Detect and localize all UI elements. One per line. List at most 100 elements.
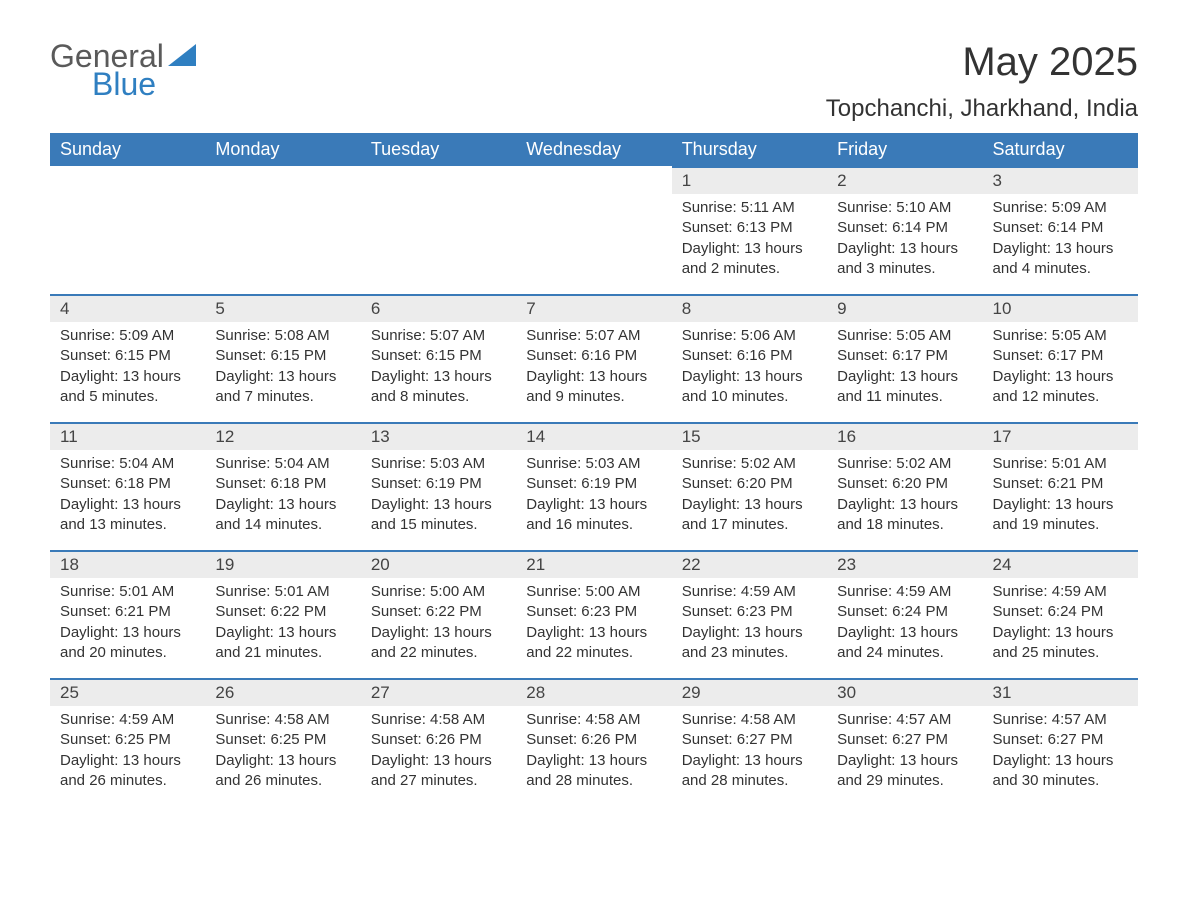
sunset-line: Sunset: 6:24 PM [837, 602, 972, 622]
day-details: Sunrise: 5:05 AMSunset: 6:17 PMDaylight:… [827, 322, 982, 415]
sunset-line: Sunset: 6:25 PM [215, 730, 350, 750]
daylight-line: Daylight: 13 hours and 19 minutes. [993, 495, 1128, 536]
sunset-line: Sunset: 6:26 PM [371, 730, 506, 750]
day-number: 2 [827, 166, 982, 194]
sunset-line: Sunset: 6:15 PM [60, 346, 195, 366]
calendar-cell: 13Sunrise: 5:03 AMSunset: 6:19 PMDayligh… [361, 422, 516, 550]
calendar-cell: 7Sunrise: 5:07 AMSunset: 6:16 PMDaylight… [516, 294, 671, 422]
day-number: 30 [827, 678, 982, 706]
sunrise-line: Sunrise: 5:05 AM [993, 326, 1128, 346]
daylight-line: Daylight: 13 hours and 2 minutes. [682, 239, 817, 280]
day-number: 9 [827, 294, 982, 322]
sunset-line: Sunset: 6:27 PM [682, 730, 817, 750]
daylight-line: Daylight: 13 hours and 15 minutes. [371, 495, 506, 536]
day-number: 31 [983, 678, 1138, 706]
day-number: 7 [516, 294, 671, 322]
day-details: Sunrise: 5:00 AMSunset: 6:22 PMDaylight:… [361, 578, 516, 671]
sunset-line: Sunset: 6:15 PM [371, 346, 506, 366]
day-details: Sunrise: 5:02 AMSunset: 6:20 PMDaylight:… [827, 450, 982, 543]
day-details: Sunrise: 5:03 AMSunset: 6:19 PMDaylight:… [361, 450, 516, 543]
weekday-header: Thursday [672, 133, 827, 166]
calendar-table: SundayMondayTuesdayWednesdayThursdayFrid… [50, 133, 1138, 806]
day-number: 5 [205, 294, 360, 322]
daylight-line: Daylight: 13 hours and 17 minutes. [682, 495, 817, 536]
sunrise-line: Sunrise: 5:09 AM [993, 198, 1128, 218]
calendar-week-row: 18Sunrise: 5:01 AMSunset: 6:21 PMDayligh… [50, 550, 1138, 678]
day-details: Sunrise: 4:59 AMSunset: 6:24 PMDaylight:… [983, 578, 1138, 671]
calendar-cell: 20Sunrise: 5:00 AMSunset: 6:22 PMDayligh… [361, 550, 516, 678]
calendar-cell: 30Sunrise: 4:57 AMSunset: 6:27 PMDayligh… [827, 678, 982, 806]
weekday-header: Tuesday [361, 133, 516, 166]
daylight-line: Daylight: 13 hours and 20 minutes. [60, 623, 195, 664]
sunrise-line: Sunrise: 5:10 AM [837, 198, 972, 218]
calendar-week-row: 4Sunrise: 5:09 AMSunset: 6:15 PMDaylight… [50, 294, 1138, 422]
calendar-cell: 31Sunrise: 4:57 AMSunset: 6:27 PMDayligh… [983, 678, 1138, 806]
sunset-line: Sunset: 6:14 PM [837, 218, 972, 238]
day-number: 16 [827, 422, 982, 450]
day-number: 29 [672, 678, 827, 706]
calendar-cell: 2Sunrise: 5:10 AMSunset: 6:14 PMDaylight… [827, 166, 982, 294]
sunrise-line: Sunrise: 5:08 AM [215, 326, 350, 346]
day-details: Sunrise: 5:06 AMSunset: 6:16 PMDaylight:… [672, 322, 827, 415]
month-title: May 2025 [826, 40, 1138, 85]
calendar-cell: 1Sunrise: 5:11 AMSunset: 6:13 PMDaylight… [672, 166, 827, 294]
calendar-cell [205, 166, 360, 294]
sunrise-line: Sunrise: 5:09 AM [60, 326, 195, 346]
day-number: 21 [516, 550, 671, 578]
calendar-cell: 16Sunrise: 5:02 AMSunset: 6:20 PMDayligh… [827, 422, 982, 550]
day-details: Sunrise: 4:58 AMSunset: 6:25 PMDaylight:… [205, 706, 360, 799]
daylight-line: Daylight: 13 hours and 26 minutes. [60, 751, 195, 792]
day-details: Sunrise: 5:08 AMSunset: 6:15 PMDaylight:… [205, 322, 360, 415]
sunset-line: Sunset: 6:27 PM [837, 730, 972, 750]
sunrise-line: Sunrise: 5:03 AM [526, 454, 661, 474]
sunset-line: Sunset: 6:25 PM [60, 730, 195, 750]
calendar-cell: 8Sunrise: 5:06 AMSunset: 6:16 PMDaylight… [672, 294, 827, 422]
sunset-line: Sunset: 6:27 PM [993, 730, 1128, 750]
calendar-body: 1Sunrise: 5:11 AMSunset: 6:13 PMDaylight… [50, 166, 1138, 806]
daylight-line: Daylight: 13 hours and 21 minutes. [215, 623, 350, 664]
sunrise-line: Sunrise: 4:58 AM [526, 710, 661, 730]
calendar-week-row: 25Sunrise: 4:59 AMSunset: 6:25 PMDayligh… [50, 678, 1138, 806]
calendar-cell: 25Sunrise: 4:59 AMSunset: 6:25 PMDayligh… [50, 678, 205, 806]
day-details: Sunrise: 4:59 AMSunset: 6:25 PMDaylight:… [50, 706, 205, 799]
sunset-line: Sunset: 6:13 PM [682, 218, 817, 238]
calendar-cell: 4Sunrise: 5:09 AMSunset: 6:15 PMDaylight… [50, 294, 205, 422]
sunrise-line: Sunrise: 5:00 AM [526, 582, 661, 602]
day-number: 17 [983, 422, 1138, 450]
day-details: Sunrise: 4:58 AMSunset: 6:27 PMDaylight:… [672, 706, 827, 799]
day-details: Sunrise: 4:57 AMSunset: 6:27 PMDaylight:… [827, 706, 982, 799]
page-header: General Blue May 2025 Topchanchi, Jharkh… [50, 40, 1138, 123]
sunrise-line: Sunrise: 5:07 AM [526, 326, 661, 346]
daylight-line: Daylight: 13 hours and 11 minutes. [837, 367, 972, 408]
daylight-line: Daylight: 13 hours and 27 minutes. [371, 751, 506, 792]
sunset-line: Sunset: 6:22 PM [371, 602, 506, 622]
sunrise-line: Sunrise: 5:07 AM [371, 326, 506, 346]
day-number: 20 [361, 550, 516, 578]
calendar-cell [361, 166, 516, 294]
weekday-header-row: SundayMondayTuesdayWednesdayThursdayFrid… [50, 133, 1138, 166]
sunset-line: Sunset: 6:26 PM [526, 730, 661, 750]
daylight-line: Daylight: 13 hours and 23 minutes. [682, 623, 817, 664]
sunset-line: Sunset: 6:23 PM [682, 602, 817, 622]
sunrise-line: Sunrise: 5:03 AM [371, 454, 506, 474]
weekday-header: Friday [827, 133, 982, 166]
daylight-line: Daylight: 13 hours and 12 minutes. [993, 367, 1128, 408]
sunrise-line: Sunrise: 4:57 AM [837, 710, 972, 730]
day-details: Sunrise: 4:58 AMSunset: 6:26 PMDaylight:… [361, 706, 516, 799]
daylight-line: Daylight: 13 hours and 13 minutes. [60, 495, 195, 536]
sunrise-line: Sunrise: 5:01 AM [60, 582, 195, 602]
sunrise-line: Sunrise: 5:02 AM [682, 454, 817, 474]
daylight-line: Daylight: 13 hours and 18 minutes. [837, 495, 972, 536]
logo: General Blue [50, 40, 196, 100]
day-number: 18 [50, 550, 205, 578]
sunset-line: Sunset: 6:19 PM [371, 474, 506, 494]
calendar-week-row: 11Sunrise: 5:04 AMSunset: 6:18 PMDayligh… [50, 422, 1138, 550]
day-details: Sunrise: 5:09 AMSunset: 6:15 PMDaylight:… [50, 322, 205, 415]
sunrise-line: Sunrise: 4:58 AM [215, 710, 350, 730]
calendar-cell: 18Sunrise: 5:01 AMSunset: 6:21 PMDayligh… [50, 550, 205, 678]
weekday-header: Wednesday [516, 133, 671, 166]
sunrise-line: Sunrise: 4:59 AM [837, 582, 972, 602]
day-details: Sunrise: 5:05 AMSunset: 6:17 PMDaylight:… [983, 322, 1138, 415]
daylight-line: Daylight: 13 hours and 10 minutes. [682, 367, 817, 408]
daylight-line: Daylight: 13 hours and 22 minutes. [371, 623, 506, 664]
